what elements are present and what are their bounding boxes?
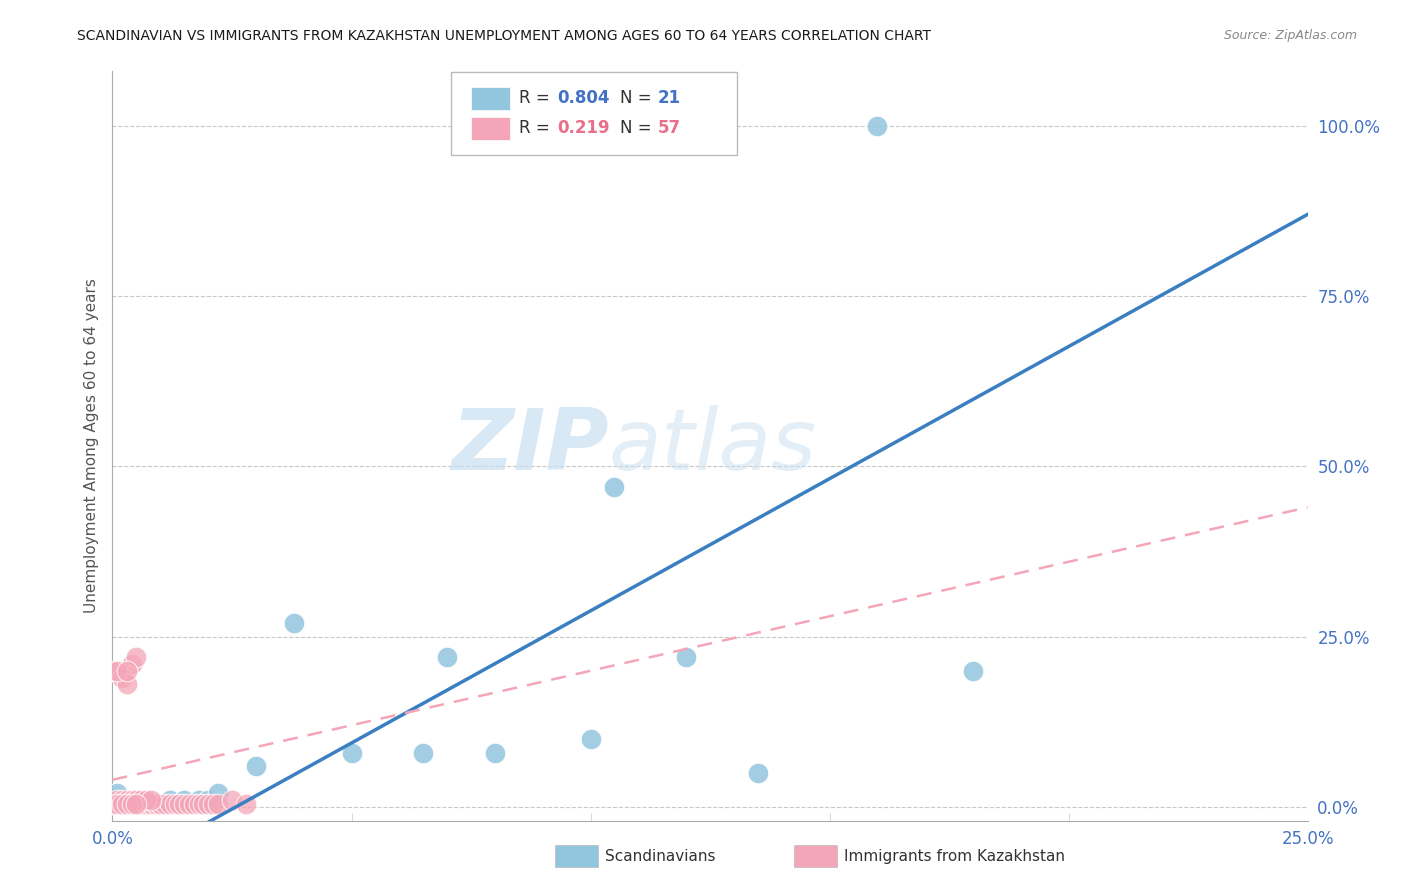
- Point: [135, 797, 157, 811]
- Point: [139, 793, 162, 807]
- Point: [115, 677, 138, 691]
- Point: [129, 797, 152, 811]
- Text: Immigrants from Kazakhstan: Immigrants from Kazakhstan: [844, 849, 1064, 863]
- Text: R =: R =: [519, 120, 555, 137]
- Point: [173, 797, 195, 811]
- Point: [105, 797, 128, 811]
- Point: [866, 119, 889, 133]
- Point: [187, 797, 209, 811]
- Point: [159, 797, 181, 811]
- Point: [183, 797, 205, 811]
- Point: [101, 664, 124, 678]
- Text: 21: 21: [658, 89, 681, 107]
- Point: [105, 797, 128, 811]
- Point: [111, 671, 134, 685]
- Point: [201, 797, 224, 811]
- Point: [125, 797, 148, 811]
- Point: [105, 664, 128, 678]
- Point: [111, 797, 134, 811]
- Point: [125, 797, 148, 811]
- Point: [235, 797, 257, 811]
- Point: [603, 480, 626, 494]
- Point: [159, 793, 181, 807]
- Point: [436, 650, 458, 665]
- Point: [101, 797, 124, 811]
- Text: atlas: atlas: [609, 404, 817, 488]
- Point: [101, 797, 124, 811]
- Point: [135, 797, 157, 811]
- Text: N =: N =: [620, 120, 657, 137]
- Point: [115, 793, 138, 807]
- Point: [149, 797, 172, 811]
- Point: [121, 797, 143, 811]
- Point: [173, 793, 195, 807]
- Point: [747, 766, 769, 780]
- Point: [207, 786, 229, 800]
- Text: 57: 57: [658, 120, 681, 137]
- Point: [111, 797, 134, 811]
- Point: [145, 797, 167, 811]
- Point: [121, 797, 143, 811]
- Point: [115, 664, 138, 678]
- Point: [139, 797, 162, 811]
- Point: [340, 746, 363, 760]
- Point: [135, 793, 157, 807]
- Point: [135, 797, 157, 811]
- Text: SCANDINAVIAN VS IMMIGRANTS FROM KAZAKHSTAN UNEMPLOYMENT AMONG AGES 60 TO 64 YEAR: SCANDINAVIAN VS IMMIGRANTS FROM KAZAKHST…: [77, 29, 931, 43]
- Point: [163, 797, 186, 811]
- Point: [177, 797, 200, 811]
- Point: [129, 793, 152, 807]
- Text: R =: R =: [519, 89, 555, 107]
- Point: [169, 797, 191, 811]
- Point: [115, 797, 138, 811]
- Point: [962, 664, 984, 678]
- Point: [105, 793, 128, 807]
- Point: [125, 650, 148, 665]
- Text: ZIP: ZIP: [451, 404, 609, 488]
- Point: [187, 793, 209, 807]
- Point: [245, 759, 267, 773]
- Point: [125, 793, 148, 807]
- Point: [111, 793, 134, 807]
- Point: [111, 797, 134, 811]
- Point: [412, 746, 434, 760]
- Point: [125, 793, 148, 807]
- Point: [105, 786, 128, 800]
- Point: [579, 731, 602, 746]
- Point: [149, 797, 172, 811]
- Point: [111, 797, 134, 811]
- Point: [121, 793, 143, 807]
- Point: [675, 650, 697, 665]
- Text: 0.219: 0.219: [557, 120, 609, 137]
- Point: [115, 797, 138, 811]
- Point: [207, 797, 229, 811]
- Point: [121, 797, 143, 811]
- Point: [121, 657, 143, 671]
- Text: Source: ZipAtlas.com: Source: ZipAtlas.com: [1223, 29, 1357, 42]
- Point: [193, 797, 215, 811]
- Y-axis label: Unemployment Among Ages 60 to 64 years: Unemployment Among Ages 60 to 64 years: [83, 278, 98, 614]
- Point: [221, 793, 243, 807]
- Point: [125, 797, 148, 811]
- Point: [153, 797, 176, 811]
- Point: [283, 616, 305, 631]
- Point: [145, 797, 167, 811]
- Point: [105, 797, 128, 811]
- Point: [139, 797, 162, 811]
- Point: [484, 746, 506, 760]
- Text: Scandinavians: Scandinavians: [605, 849, 716, 863]
- Text: 0.804: 0.804: [557, 89, 609, 107]
- Text: N =: N =: [620, 89, 657, 107]
- Point: [197, 797, 219, 811]
- Point: [115, 797, 138, 811]
- Point: [115, 797, 138, 811]
- Point: [197, 793, 219, 807]
- Point: [139, 797, 162, 811]
- Point: [149, 797, 172, 811]
